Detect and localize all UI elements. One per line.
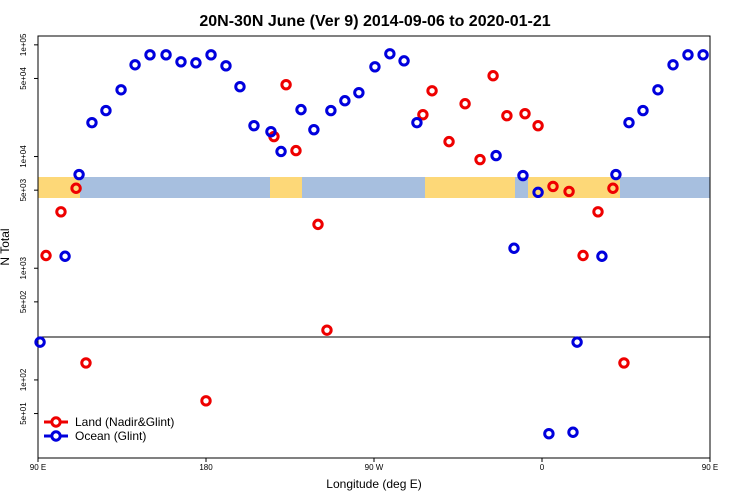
point [623,116,635,129]
point [519,107,531,120]
point [144,49,156,61]
point [115,84,127,96]
point [571,336,583,348]
point [129,59,141,71]
legend-marker [50,416,62,428]
point [73,168,85,181]
point [474,153,486,166]
legend-label: Ocean (Glint) [75,429,146,443]
point [369,61,381,73]
point [443,135,455,148]
point [248,119,260,132]
point [40,249,52,262]
point [308,123,320,136]
x-tick-label: 90 W [365,463,384,472]
legend-marker [50,430,62,442]
point [501,110,513,122]
point [411,116,423,129]
point [596,250,608,262]
point [190,57,202,69]
y-tick-label: 1e+03 [19,256,28,279]
point [290,144,302,157]
legend-label: Land (Nadir&Glint) [75,415,174,429]
point [295,103,307,116]
x-tick-label: 180 [199,463,213,472]
point [280,78,292,91]
point [200,395,212,407]
point [312,218,324,231]
x-axis-label: Longitude (deg E) [326,477,421,491]
y-tick-label: 5e+04 [19,67,28,90]
point [682,49,694,61]
point [459,98,471,110]
point [275,145,287,158]
y-tick-label: 1e+05 [19,33,28,56]
point [417,108,429,121]
point [697,49,709,61]
point [339,95,351,107]
point [384,48,396,60]
point [532,186,544,199]
point [398,55,410,67]
point [426,85,438,97]
point [86,116,98,129]
point [508,242,520,254]
point [325,104,337,117]
point [353,86,365,99]
y-tick-label: 1e+04 [19,145,28,168]
y-tick-label: 5e+02 [19,290,28,313]
point [592,206,604,218]
x-tick-label: 90 E [702,463,718,472]
point [532,119,544,132]
chart-title: 20N-30N June (Ver 9) 2014-09-06 to 2020-… [199,13,550,30]
point [490,149,502,162]
y-tick-label: 5e+01 [19,402,28,425]
point [59,250,71,262]
point [607,182,619,194]
point [160,49,172,61]
point [618,357,630,369]
plot-frame [37,35,711,459]
point [637,104,649,117]
point [34,336,46,348]
point [543,428,555,440]
point [80,357,92,369]
point [234,80,246,93]
point [100,104,112,117]
point [70,182,82,194]
x-tick-label: 0 [540,463,545,472]
point [220,60,232,72]
point [265,125,277,138]
point [563,185,575,198]
y-axis-label: N Total [0,228,12,265]
point [205,49,217,61]
point [547,180,559,193]
point [567,426,579,438]
point [610,168,622,181]
x-tick-label: 90 E [30,463,46,472]
point [487,70,499,82]
point [321,324,333,336]
point [517,169,529,182]
point [175,56,187,68]
y-tick-label: 5e+03 [19,178,28,201]
point [577,249,589,262]
point [667,59,679,71]
point [652,84,664,96]
point [55,206,67,218]
y-tick-label: 1e+02 [19,368,28,391]
